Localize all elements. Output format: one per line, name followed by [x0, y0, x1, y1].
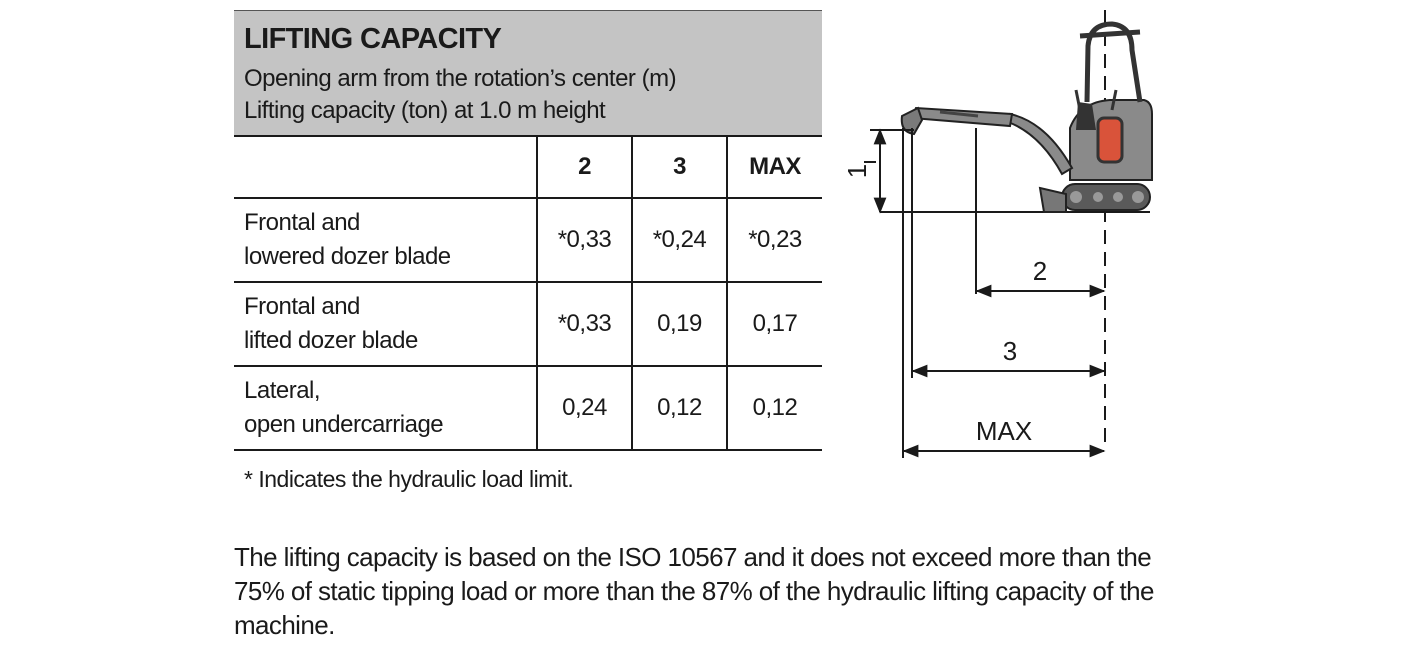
height-label: 1 — [842, 164, 872, 178]
excavator-icon — [900, 21, 1153, 213]
row-label-line: Frontal and — [244, 293, 360, 320]
column-header: 3 — [631, 135, 727, 199]
column-header: MAX — [726, 135, 822, 199]
table-cell: 0,12 — [631, 365, 727, 451]
hydraulic-limit-footnote: * Indicates the hydraulic load limit. — [244, 466, 574, 492]
row-label-line: lifted dozer blade — [244, 327, 418, 354]
dim-max-label: MAX — [976, 416, 1032, 446]
table-header-box: LIFTING CAPACITY Opening arm from the ro… — [234, 10, 822, 136]
table-row: Frontal and lifted dozer blade *0,33 0,1… — [234, 281, 822, 367]
table-cell: *0,23 — [726, 197, 822, 283]
table-cell: *0,33 — [536, 281, 632, 367]
excavator-dimension-diagram: 1 2 3 MAX — [842, 10, 1153, 458]
header-blank-cell — [234, 135, 537, 199]
row-label-line: Lateral, — [244, 377, 321, 404]
engine-panel-accent — [1096, 116, 1124, 164]
column-header: 2 — [536, 135, 632, 199]
row-label-line: open undercarriage — [244, 411, 444, 438]
dim-3-label: 3 — [1003, 336, 1017, 366]
iso-note-paragraph: The lifting capacity is based on the ISO… — [234, 542, 1154, 640]
table-cell: 0,17 — [726, 281, 822, 367]
table-cell: 0,24 — [536, 365, 632, 451]
lifting-capacity-table: 2 3 MAX Frontal and lowered dozer blade … — [234, 135, 822, 451]
dim-2-label: 2 — [1033, 256, 1047, 286]
row-label-line: lowered dozer blade — [244, 243, 451, 270]
row-label: Frontal and lifted dozer blade — [234, 281, 537, 367]
table-cell: *0,33 — [536, 197, 632, 283]
table-header-row: 2 3 MAX — [234, 135, 822, 199]
table-title: LIFTING CAPACITY — [244, 23, 502, 55]
row-label: Frontal and lowered dozer blade — [234, 197, 537, 283]
table-row: Frontal and lowered dozer blade *0,33 *0… — [234, 197, 822, 283]
table-cell: 0,12 — [726, 365, 822, 451]
table-subtitle-capacity: Lifting capacity (ton) at 1.0 m height — [244, 97, 606, 124]
table-cell: 0,19 — [631, 281, 727, 367]
row-label-line: Frontal and — [244, 209, 360, 236]
table-subtitle-arm: Opening arm from the rotation’s center (… — [244, 65, 677, 92]
table-cell: *0,24 — [631, 197, 727, 283]
row-label: Lateral, open undercarriage — [234, 365, 537, 451]
table-row: Lateral, open undercarriage 0,24 0,12 0,… — [234, 365, 822, 451]
